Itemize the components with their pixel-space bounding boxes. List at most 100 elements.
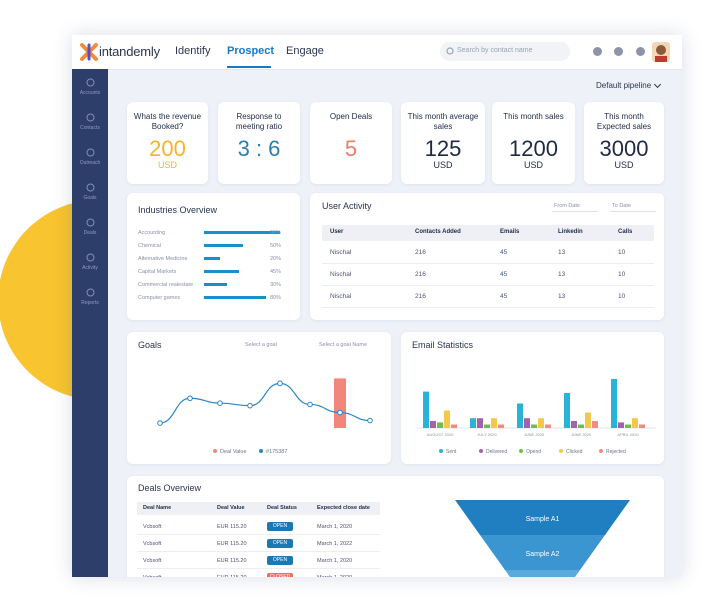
kpi-label: Open Deals <box>329 112 373 121</box>
card-title: Goals <box>138 340 162 350</box>
table-cell: Vcbsoft <box>143 541 162 547</box>
table-cell: 10 <box>618 249 626 256</box>
chart <box>86 218 95 227</box>
industry-bar <box>204 257 220 260</box>
table-cell: Nischal <box>330 293 352 300</box>
funnel-stage <box>480 535 605 570</box>
sidebar-item[interactable]: Outreach <box>79 160 101 166</box>
email-bar <box>625 424 631 428</box>
nav-item[interactable]: Prospect <box>227 45 275 57</box>
kpi-value: 5 <box>344 136 358 161</box>
goal-point <box>187 395 193 402</box>
table-cell: 216 <box>415 271 426 278</box>
goal-point <box>157 420 163 426</box>
email-bar <box>451 424 457 428</box>
sidebar-item[interactable]: Reports <box>81 300 99 306</box>
table-cell: March 1, 2020 <box>317 558 353 564</box>
industry-label: Commercial realestate <box>138 282 194 288</box>
table-cell: Vcbsoft <box>143 575 161 577</box>
email-bar <box>578 424 584 428</box>
chart <box>86 288 95 297</box>
search-icon <box>446 47 454 55</box>
sidebar-icon <box>86 148 95 157</box>
sidebar-item[interactable]: Activity <box>82 265 98 271</box>
industry-pct: 45% <box>270 269 282 275</box>
sidebar-item[interactable]: Contacts <box>80 125 100 131</box>
chart <box>86 183 95 192</box>
industry-pct: 98% <box>270 230 282 236</box>
table-header: Emails <box>500 229 520 235</box>
table-header: Expected close date <box>317 505 370 511</box>
industry-label: Accounting <box>138 230 166 236</box>
table-header: Linkedin <box>558 229 583 235</box>
table-cell: 13 <box>558 249 566 256</box>
sidebar-icon <box>86 183 95 192</box>
industry-pct: 80% <box>270 295 282 301</box>
date-filter[interactable]: To Date <box>612 203 631 209</box>
email-bar <box>531 424 537 428</box>
legend-dot <box>479 449 483 453</box>
kpi-label: Whats the revenue Booked? <box>133 112 202 131</box>
industry-pct: 50% <box>270 243 282 249</box>
x-tick-label: APRIL 2020 <box>617 432 639 437</box>
table-cell: EUR 115.20 <box>217 575 247 577</box>
email-bar <box>437 422 443 428</box>
industry-bar <box>204 270 240 273</box>
table-cell: March 1, 2020 <box>317 524 353 530</box>
nav-item[interactable]: Engage <box>286 45 324 57</box>
legend-dot <box>213 449 217 453</box>
chart: Deal Value #175387 <box>157 378 373 455</box>
funnel-stage <box>455 500 630 535</box>
email-bar <box>639 424 645 428</box>
table-cell: EUR 115.20 <box>217 524 247 530</box>
card-title: User Activity <box>322 201 372 211</box>
industry-label: Computer games <box>138 295 181 301</box>
x-tick-label: JULY 2020 <box>477 432 497 437</box>
email-bar <box>571 421 577 428</box>
table-header-bg <box>322 225 654 241</box>
table-cell: 13 <box>558 271 566 278</box>
sidebar-icon <box>86 218 95 227</box>
email-bar <box>618 422 624 428</box>
nav-item[interactable]: Identify <box>175 45 211 57</box>
x-tick-label: JUNE 2020 <box>524 432 545 437</box>
email-bar <box>484 424 490 428</box>
filter-line <box>610 211 656 212</box>
app-window: intandemly Identify Prospect Engage Search b… <box>72 35 682 577</box>
email-bar <box>470 418 476 428</box>
avatar-body <box>655 56 667 62</box>
chart <box>446 47 454 55</box>
logo-text: intandemly <box>99 44 160 59</box>
card-title: Email Statistics <box>412 340 474 350</box>
sidebar-icon <box>86 78 95 87</box>
funnel-stage <box>505 570 580 577</box>
status-badge: OPEN <box>267 539 293 548</box>
kpi-card: Response to meeting ratio 3 : 6 <box>218 102 300 184</box>
sidebar-item[interactable]: Accounts <box>79 90 101 96</box>
email-bar <box>545 424 551 428</box>
sidebar-item[interactable]: Deals <box>83 230 97 236</box>
chart: Sample A1 Sample A2 <box>455 500 630 577</box>
table-cell: EUR 115.20 <box>217 541 247 547</box>
legend-label: Opend <box>526 449 541 455</box>
goal-point <box>217 400 223 406</box>
kpi-value: 3000 <box>599 136 649 161</box>
chevron <box>653 80 662 89</box>
industry-bar <box>204 283 228 286</box>
sidebar-item[interactable]: Goals <box>83 195 97 201</box>
pipeline-select[interactable]: Default pipeline <box>596 81 652 90</box>
date-filter[interactable]: From Date <box>554 203 580 209</box>
email-bar <box>524 418 530 428</box>
email-card: Email Statistics AUGUST 2020 JULY 2020 JUNE… <box>401 332 664 464</box>
email-bar <box>538 418 544 428</box>
goal-select[interactable]: Select a goal <box>245 342 277 348</box>
search-box[interactable]: Search by contact name <box>440 42 570 61</box>
goal-bar <box>334 378 346 428</box>
kpi-unit: USD <box>433 160 453 170</box>
kpi-unit: USD <box>157 160 177 170</box>
industry-pct: 20% <box>270 256 282 262</box>
legend-label: Rejected <box>606 449 626 455</box>
goal-select[interactable]: Select a goal Name <box>319 342 367 348</box>
header-icon <box>614 47 623 56</box>
